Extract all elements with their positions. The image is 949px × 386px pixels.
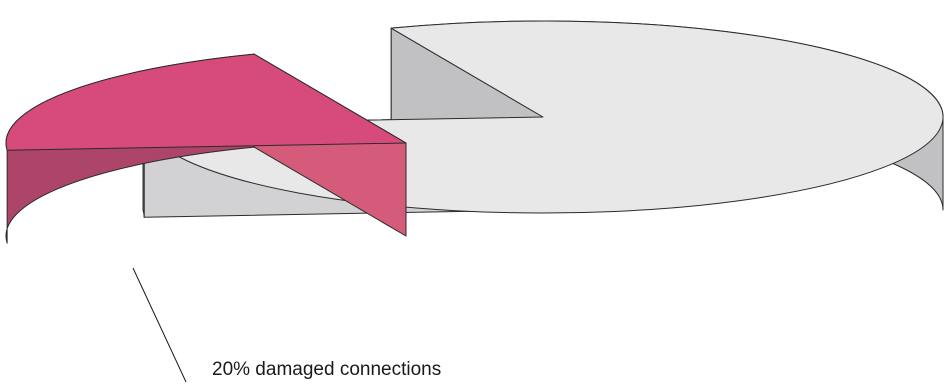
slice-label-leader-line <box>132 267 187 383</box>
pie-slice-group-exploded <box>5 53 407 244</box>
pie-slice-exploded-top <box>5 53 407 151</box>
slice-label-damaged-connections: 20% damaged connections <box>212 359 441 380</box>
